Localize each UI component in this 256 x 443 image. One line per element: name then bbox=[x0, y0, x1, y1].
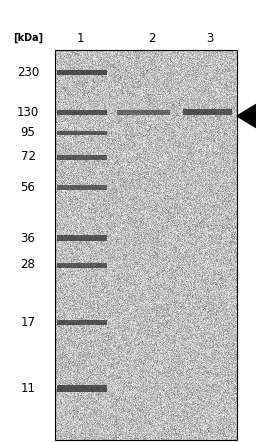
Bar bbox=[57, 385, 107, 392]
Text: 17: 17 bbox=[20, 315, 36, 329]
Bar bbox=[57, 319, 107, 325]
Polygon shape bbox=[237, 104, 256, 128]
Bar bbox=[57, 263, 107, 268]
Text: 72: 72 bbox=[20, 151, 36, 163]
Text: 1: 1 bbox=[76, 31, 84, 44]
Text: 230: 230 bbox=[17, 66, 39, 78]
Text: 36: 36 bbox=[20, 232, 35, 245]
Bar bbox=[57, 109, 107, 114]
Text: 95: 95 bbox=[20, 127, 35, 140]
Text: 11: 11 bbox=[20, 381, 36, 395]
Bar bbox=[57, 155, 107, 159]
Bar bbox=[57, 70, 107, 74]
Text: 3: 3 bbox=[206, 31, 214, 44]
Text: 28: 28 bbox=[20, 259, 35, 272]
Text: [kDa]: [kDa] bbox=[13, 33, 43, 43]
Text: 130: 130 bbox=[17, 105, 39, 118]
Bar bbox=[57, 235, 107, 241]
Text: 2: 2 bbox=[148, 31, 156, 44]
Bar bbox=[55, 50, 237, 440]
Bar bbox=[117, 109, 170, 114]
Bar bbox=[57, 131, 107, 135]
Text: 56: 56 bbox=[20, 180, 35, 194]
Bar bbox=[57, 184, 107, 190]
Bar bbox=[183, 109, 232, 115]
